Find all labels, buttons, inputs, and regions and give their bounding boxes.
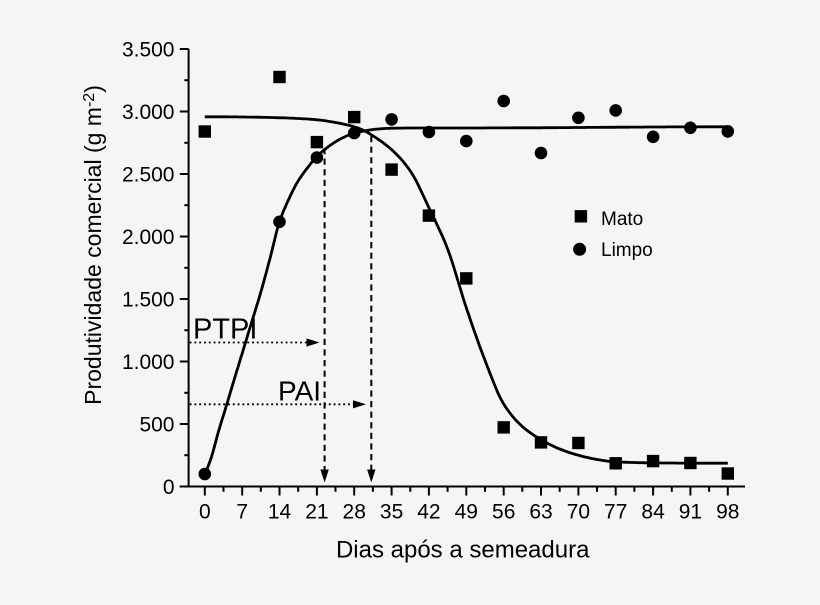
svg-text:Dias após a semeadura: Dias após a semeadura	[336, 537, 590, 564]
svg-text:42: 42	[417, 501, 440, 524]
svg-text:49: 49	[455, 501, 478, 524]
svg-text:21: 21	[305, 501, 328, 524]
svg-text:Limpo: Limpo	[601, 240, 653, 261]
svg-text:14: 14	[268, 501, 292, 524]
svg-text:2.500: 2.500	[122, 164, 175, 187]
svg-text:500: 500	[139, 414, 174, 437]
svg-text:77: 77	[604, 501, 627, 524]
svg-text:84: 84	[641, 501, 665, 524]
svg-text:98: 98	[716, 501, 739, 524]
svg-text:56: 56	[492, 501, 515, 524]
svg-text:PAI: PAI	[278, 376, 321, 407]
svg-text:PTPI: PTPI	[193, 314, 257, 346]
svg-text:Mato: Mato	[601, 209, 643, 230]
svg-text:63: 63	[529, 501, 552, 524]
svg-text:3.500: 3.500	[122, 39, 175, 62]
svg-text:3.000: 3.000	[122, 101, 175, 124]
svg-text:1.500: 1.500	[122, 289, 175, 312]
svg-text:91: 91	[679, 501, 702, 524]
svg-text:1.000: 1.000	[122, 351, 175, 374]
svg-text:0: 0	[199, 501, 211, 524]
svg-text:70: 70	[567, 501, 590, 524]
svg-text:28: 28	[343, 501, 366, 524]
svg-text:Produtividade comercial (g m-2: Produtividade comercial (g m-2)	[80, 85, 106, 405]
svg-text:0: 0	[163, 476, 175, 499]
svg-text:35: 35	[380, 501, 403, 524]
svg-text:2.000: 2.000	[122, 226, 175, 249]
svg-text:7: 7	[236, 501, 248, 524]
